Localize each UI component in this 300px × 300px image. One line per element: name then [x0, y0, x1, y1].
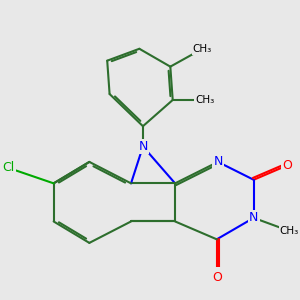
- Text: N: N: [249, 212, 258, 224]
- Text: N: N: [213, 155, 223, 168]
- Text: CH₃: CH₃: [193, 44, 212, 54]
- Text: Cl: Cl: [2, 161, 14, 174]
- Text: CH₃: CH₃: [280, 226, 299, 236]
- Text: O: O: [282, 159, 292, 172]
- Text: N: N: [138, 140, 148, 153]
- Text: CH₃: CH₃: [195, 95, 214, 105]
- Text: O: O: [212, 271, 222, 284]
